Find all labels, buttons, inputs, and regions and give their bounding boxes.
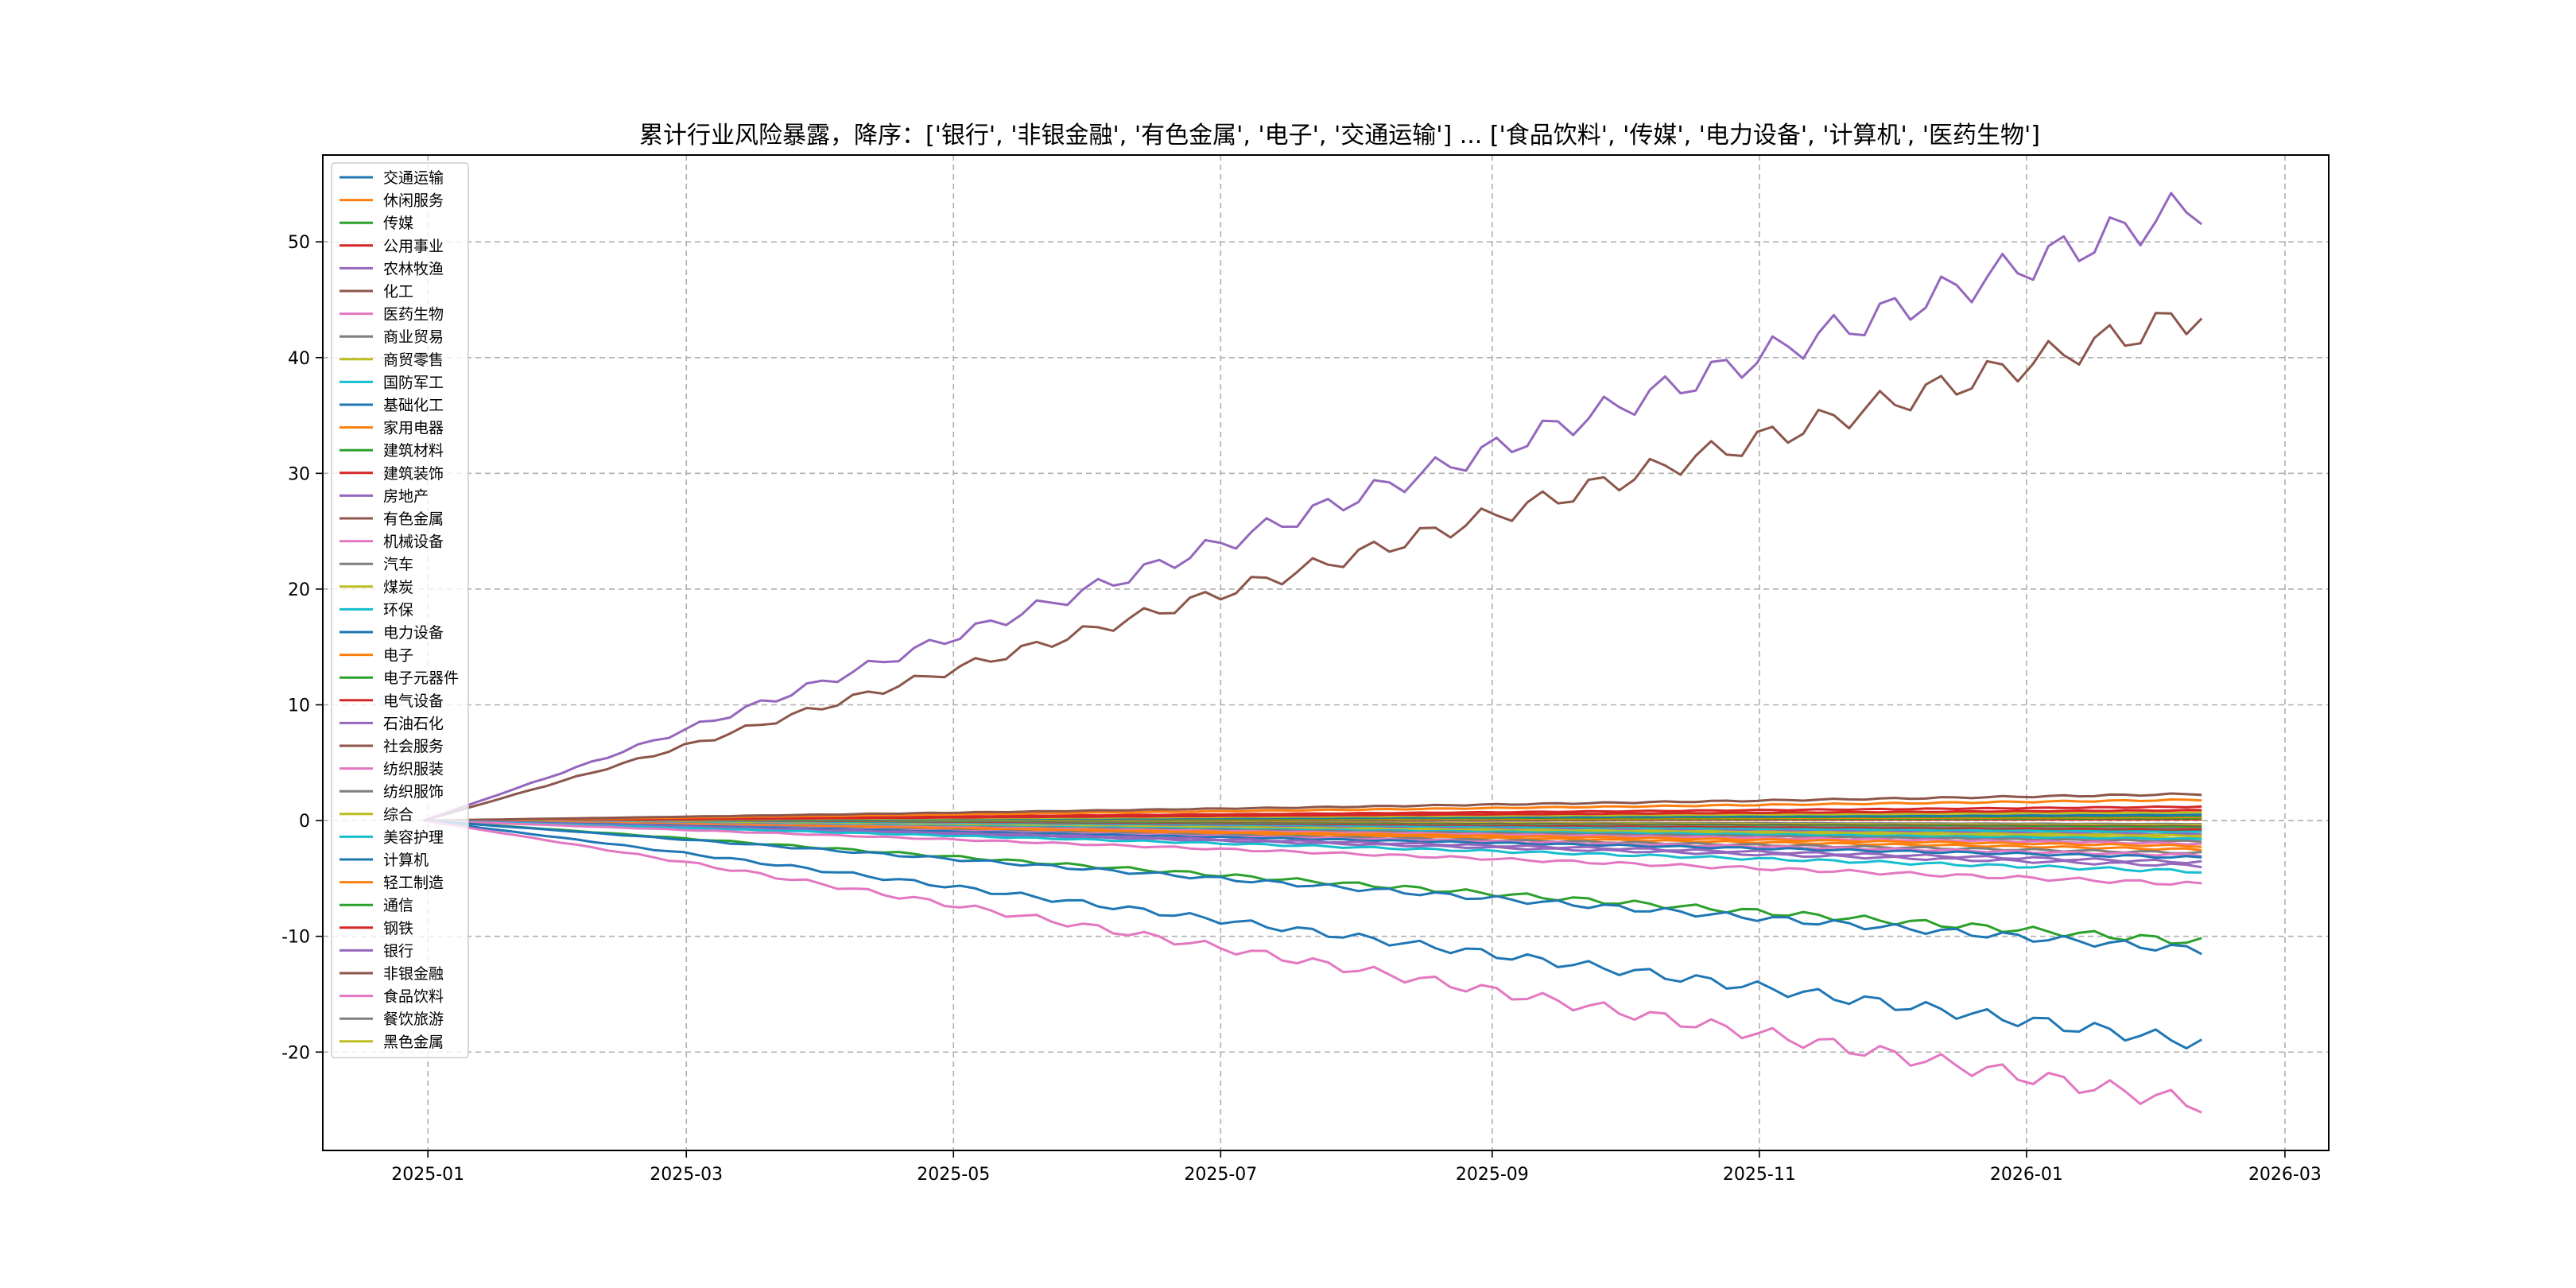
legend-label: 基础化工: [383, 397, 444, 414]
y-tick-label: 20: [288, 580, 310, 600]
legend-label: 商贸零售: [383, 351, 444, 369]
series-line: [423, 192, 2203, 822]
legend-label: 计算机: [383, 852, 429, 869]
legend-label: 电气设备: [383, 692, 444, 710]
x-tick-label: 2025-09: [1456, 1165, 1529, 1185]
x-tick-label: 2025-05: [917, 1165, 990, 1185]
legend-label: 纺织服饰: [383, 783, 444, 801]
y-tick-label: -20: [281, 1043, 310, 1063]
y-tick-label: 40: [288, 349, 310, 369]
legend-label: 美容护理: [383, 828, 444, 846]
legend-box: [331, 162, 469, 1059]
legend-label: 建筑装饰: [383, 465, 444, 483]
legend-label: 家用电器: [383, 420, 444, 437]
legend-label: 社会服务: [383, 738, 444, 755]
legend-label: 公用事业: [383, 238, 444, 255]
series-lines: [423, 192, 2203, 1114]
legend-label: 纺织服装: [383, 761, 444, 778]
legend-label: 医药生物: [383, 306, 444, 324]
legend-label: 传媒: [383, 215, 413, 232]
y-tick-label: 50: [288, 233, 310, 253]
x-tick-label: 2025-07: [1184, 1165, 1257, 1185]
series-line: [423, 312, 2203, 822]
x-tick-label: 2025-01: [391, 1165, 464, 1185]
x-tick-label: 2025-11: [1723, 1165, 1796, 1185]
series-line: [423, 819, 2202, 945]
legend-label: 通信: [383, 897, 413, 914]
legend-label: 食品饮料: [383, 988, 444, 1006]
plot-frame: [322, 154, 2330, 1151]
series-line: [423, 819, 2202, 886]
legend: 交通运输休闲服务传媒公用事业农林牧渔化工医药生物商业贸易商贸零售国防军工基础化工…: [331, 162, 469, 1059]
legend-label: 环保: [383, 601, 413, 619]
y-tick-label: -10: [281, 928, 310, 948]
x-tick-label: 2025-03: [650, 1165, 723, 1185]
series-line: [423, 819, 2202, 874]
y-tick-label: 10: [288, 696, 310, 716]
legend-label: 石油石化: [383, 715, 444, 732]
legend-label: 有色金属: [383, 510, 444, 528]
chart-title: 累计行业风险暴露，降序：['银行', '非银金融', '有色金属', '电子',…: [639, 122, 2040, 149]
y-tick-label: 0: [299, 812, 310, 832]
legend-label: 休闲服务: [383, 192, 444, 210]
legend-label: 电力设备: [383, 624, 444, 642]
y-axis-ticks: -20 -10 0 10 20 30 40 50: [281, 233, 323, 1063]
legend-label: 黑色金属: [383, 1034, 444, 1051]
legend-label: 煤炭: [383, 579, 413, 596]
series-line: [423, 819, 2202, 1114]
legend-label: 农林牧渔: [383, 260, 444, 277]
legend-label: 电子元器件: [383, 669, 459, 687]
series-line: [423, 792, 2202, 822]
legend-label: 房地产: [383, 487, 429, 505]
legend-label: 综合: [383, 806, 413, 824]
legend-label: 餐饮旅游: [383, 1011, 444, 1028]
legend-label: 机械设备: [383, 533, 444, 551]
y-tick-label: 30: [288, 464, 310, 484]
legend-label: 化工: [383, 283, 413, 301]
legend-label: 建筑材料: [383, 442, 444, 460]
legend-label: 汽车: [383, 556, 413, 573]
legend-label: 轻工制造: [383, 875, 444, 892]
legend-label: 非银金融: [383, 965, 444, 983]
x-tick-label: 2026-01: [1990, 1165, 2063, 1185]
legend-label: 国防军工: [383, 374, 444, 391]
x-axis-ticks: 2025-01 2025-03 2025-05 2025-07 2025-09 2025-…: [391, 1150, 2322, 1185]
legend-label: 电子: [383, 647, 413, 665]
x-tick-label: 2026-03: [2248, 1165, 2322, 1185]
legend-label: 交通运输: [383, 169, 444, 187]
legend-label: 银行: [383, 942, 413, 960]
legend-label: 钢铁: [383, 920, 413, 937]
series-line: [423, 819, 2202, 956]
series-line: [423, 819, 2202, 1049]
legend-label: 商业贸易: [383, 328, 444, 346]
